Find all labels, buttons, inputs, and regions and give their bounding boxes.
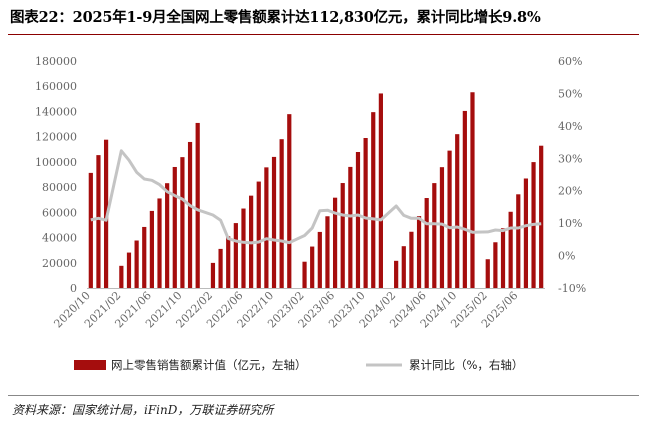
- bar: [279, 139, 284, 288]
- bar: [493, 242, 498, 288]
- bar: [149, 210, 154, 288]
- bar: [523, 178, 529, 288]
- left-axis-tick-label: 100000: [35, 156, 77, 169]
- right-axis-tick-label: 30%: [558, 152, 582, 165]
- bar: [424, 198, 429, 288]
- title-rule: [8, 34, 639, 35]
- left-axis-tick-label: 60000: [42, 206, 77, 219]
- right-axis-tick-label: -10%: [558, 282, 586, 295]
- bar: [439, 167, 445, 288]
- bar: [256, 181, 261, 288]
- bar: [317, 231, 322, 288]
- right-axis-tick-label: 50%: [558, 87, 582, 100]
- bar: [264, 167, 269, 288]
- bar: [241, 208, 246, 288]
- bar: [218, 248, 223, 288]
- left-axis-tick-label: 20000: [42, 257, 77, 270]
- bar: [416, 216, 422, 288]
- right-axis-tick-label: 40%: [558, 120, 582, 133]
- bar: [180, 157, 185, 288]
- bar: [325, 216, 330, 288]
- bar: [401, 246, 406, 288]
- legend-label-bar: 网上零售销售额累计值（亿元，左轴）: [111, 358, 307, 372]
- bar: [271, 156, 277, 288]
- bar: [332, 197, 338, 288]
- chart-title: 图表22：2025年1-9月全国网上零售额累计达112,830亿元，累计同比增长…: [10, 9, 541, 26]
- bar: [119, 265, 124, 288]
- legend-bar-swatch: [74, 360, 106, 370]
- bar: [310, 246, 315, 288]
- right-axis-tick-label: 20%: [558, 185, 582, 198]
- left-axis-tick-label: 0: [70, 282, 77, 295]
- bar: [363, 138, 368, 288]
- footer-rule: [8, 395, 639, 396]
- bar: [96, 155, 101, 288]
- bar: [539, 145, 544, 288]
- bar: [500, 228, 506, 288]
- bar: [378, 93, 383, 288]
- bar: [187, 141, 193, 288]
- bar: [455, 134, 460, 288]
- left-axis-tick-label: 80000: [42, 181, 77, 194]
- bar: [355, 152, 361, 288]
- bar: [470, 92, 475, 289]
- left-axis-tick-label: 120000: [35, 131, 77, 144]
- bar: [126, 252, 132, 288]
- bar: [287, 114, 292, 289]
- bar: [409, 231, 414, 288]
- left-axis-tick-label: 180000: [35, 55, 77, 68]
- right-axis-tick-label: 10%: [558, 217, 582, 230]
- bar: [340, 183, 345, 288]
- bar: [88, 172, 93, 288]
- left-axis-tick-label: 140000: [35, 105, 77, 118]
- bar: [348, 166, 353, 288]
- bar: [195, 122, 200, 288]
- bar: [157, 198, 162, 288]
- bar: [485, 259, 490, 288]
- bar: [165, 183, 170, 288]
- left-axis-tick-label: 160000: [35, 80, 77, 93]
- right-axis-tick-label: 0%: [558, 250, 575, 263]
- bar: [462, 110, 467, 288]
- bar: [134, 240, 139, 288]
- bar: [142, 226, 147, 288]
- left-axis-tick-label: 40000: [42, 232, 77, 245]
- bar: [210, 262, 216, 288]
- bar: [172, 166, 177, 288]
- bar: [371, 112, 376, 288]
- bar: [432, 183, 437, 288]
- bar: [233, 223, 238, 288]
- bar: [394, 260, 399, 288]
- bar: [508, 211, 513, 288]
- bar: [447, 150, 452, 288]
- series-line: [90, 149, 542, 245]
- bar: [302, 261, 307, 288]
- right-axis-tick-label: 60%: [558, 55, 582, 68]
- source-note: 资料来源：国家统计局，iFinD，万联证券研究所: [12, 403, 274, 417]
- bar: [226, 236, 231, 288]
- legend-label-line: 累计同比（%，右轴）: [409, 358, 523, 372]
- bar: [516, 194, 521, 288]
